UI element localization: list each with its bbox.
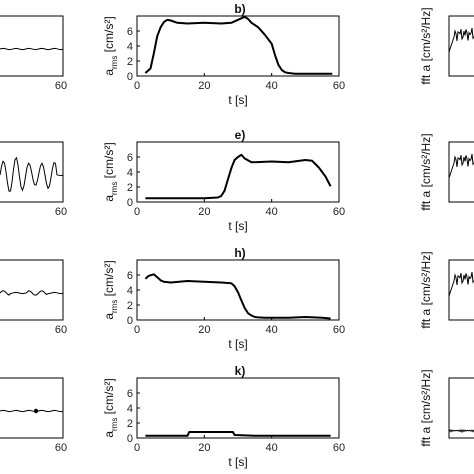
signal-trace <box>0 47 64 51</box>
x-tick-label: 60 <box>333 206 345 218</box>
plot-frame <box>136 259 340 321</box>
x-tick-label: 0 <box>134 80 140 92</box>
y-tick-label: 4 <box>127 167 133 179</box>
y-tick-label: 0 <box>127 71 133 83</box>
right-panel-3: fft a [cm/s²/Hz] <box>419 251 474 329</box>
y-tick-label: 2 <box>127 182 133 194</box>
y-tick-label: 2 <box>127 418 133 430</box>
y-tick-label: 0 <box>127 315 133 327</box>
x-tick-label: 60 <box>55 324 67 336</box>
x-axis-label: t [s] <box>228 93 247 107</box>
x-axis-label: t [s] <box>228 337 247 351</box>
spectrum-trace <box>448 272 474 297</box>
y-tick-label: 4 <box>127 403 133 415</box>
y-tick-label: 0 <box>127 433 133 445</box>
plot-frame <box>448 377 474 439</box>
spectrum-trace <box>448 428 474 434</box>
x-tick-label: 20 <box>198 80 210 92</box>
y-axis-label: arms [cm/s²] <box>102 260 119 319</box>
plot-frame <box>0 377 64 439</box>
x-tick-label: 0 <box>134 324 140 336</box>
series-line <box>144 15 333 75</box>
signal-spike <box>33 408 39 414</box>
signal-trace <box>0 409 64 413</box>
x-tick-label: 60 <box>333 80 345 92</box>
plot-frame <box>448 141 474 203</box>
right-panel-2: fft a [cm/s²/Hz] <box>419 133 474 211</box>
x-tick-label: 40 <box>266 324 278 336</box>
left-panel-1: 60 <box>0 15 67 92</box>
y-tick-label: 2 <box>127 56 133 68</box>
y-axis-label: arms [cm/s²] <box>102 142 119 201</box>
plot-frame <box>136 15 340 77</box>
y-axis-label: fft a [cm/s²/Hz] <box>419 251 433 328</box>
left-panel-2: 60 <box>0 141 67 218</box>
y-axis-label: fft a [cm/s²/Hz] <box>419 369 433 446</box>
y-tick-label: 4 <box>127 285 133 297</box>
x-tick-label: 40 <box>266 442 278 454</box>
plot-frame <box>136 141 340 203</box>
x-tick-label: 40 <box>266 80 278 92</box>
panel-title: h) <box>234 246 245 260</box>
right-panel-1: fft a [cm/s²/Hz] <box>419 7 474 85</box>
plot-frame <box>0 259 64 321</box>
x-tick-label: 60 <box>333 324 345 336</box>
y-tick-label: 0 <box>127 197 133 209</box>
x-tick-label: 60 <box>333 442 345 454</box>
y-axis-label: fft a [cm/s²/Hz] <box>419 7 433 84</box>
x-tick-label: 40 <box>266 206 278 218</box>
x-axis-label: t [s] <box>228 455 247 469</box>
y-axis-label: arms [cm/s²] <box>102 378 119 437</box>
x-tick-label: 0 <box>134 442 140 454</box>
plot-frame <box>448 15 474 77</box>
plot-frame <box>136 377 340 439</box>
right-panel-4: fft a [cm/s²/Hz] <box>419 369 474 447</box>
plot-frame <box>0 141 64 203</box>
y-axis-label: arms [cm/s²] <box>102 16 119 75</box>
signal-trace <box>0 156 64 192</box>
x-axis-label: t [s] <box>228 219 247 233</box>
panel-title: k) <box>235 364 246 378</box>
left-panel-4: 60 <box>0 377 67 454</box>
spectrum-trace <box>448 154 474 179</box>
series-line <box>145 153 332 200</box>
y-tick-label: 6 <box>127 26 133 38</box>
panel-title: e) <box>235 128 246 142</box>
y-tick-label: 6 <box>127 388 133 400</box>
spectrum-trace <box>448 28 474 53</box>
x-tick-label: 60 <box>55 442 67 454</box>
y-tick-label: 4 <box>127 41 133 53</box>
y-axis-label: fft a [cm/s²/Hz] <box>419 133 433 210</box>
plot-frame <box>448 259 474 321</box>
plot-frame <box>0 15 64 77</box>
x-tick-label: 60 <box>55 206 67 218</box>
x-tick-label: 20 <box>198 206 210 218</box>
x-tick-label: 20 <box>198 442 210 454</box>
x-tick-label: 20 <box>198 324 210 336</box>
x-tick-label: 60 <box>55 80 67 92</box>
series-line <box>145 431 331 437</box>
panel-title: b) <box>234 2 245 16</box>
signal-trace <box>0 290 64 296</box>
x-tick-label: 0 <box>134 206 140 218</box>
y-tick-label: 6 <box>127 152 133 164</box>
series-line <box>144 273 331 320</box>
y-tick-label: 2 <box>127 300 133 312</box>
left-panel-3: 60 <box>0 259 67 336</box>
y-tick-label: 6 <box>127 270 133 282</box>
